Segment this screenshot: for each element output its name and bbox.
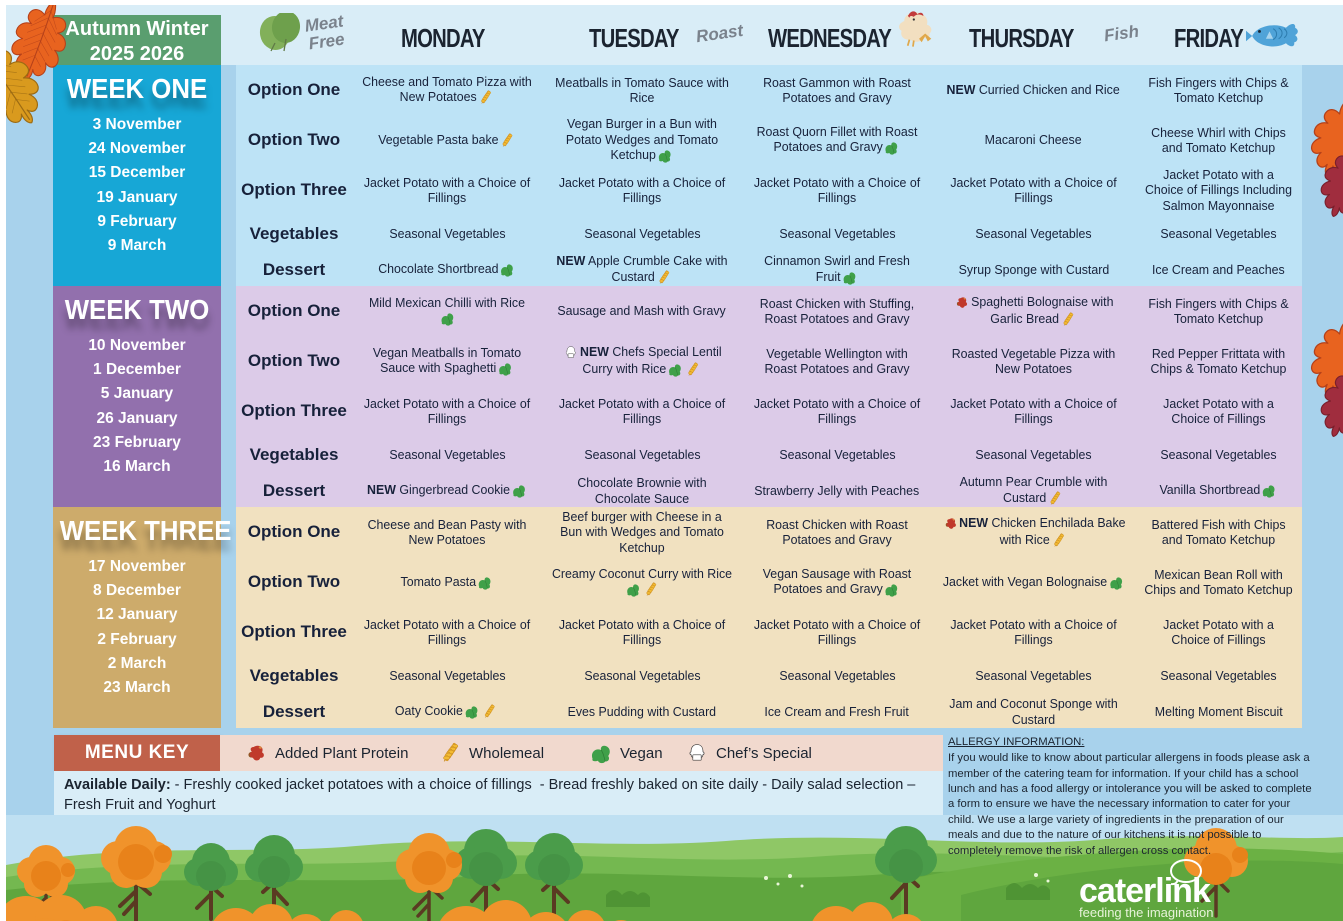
svg-text:feeding the imagination: feeding the imagination [1079, 905, 1213, 920]
